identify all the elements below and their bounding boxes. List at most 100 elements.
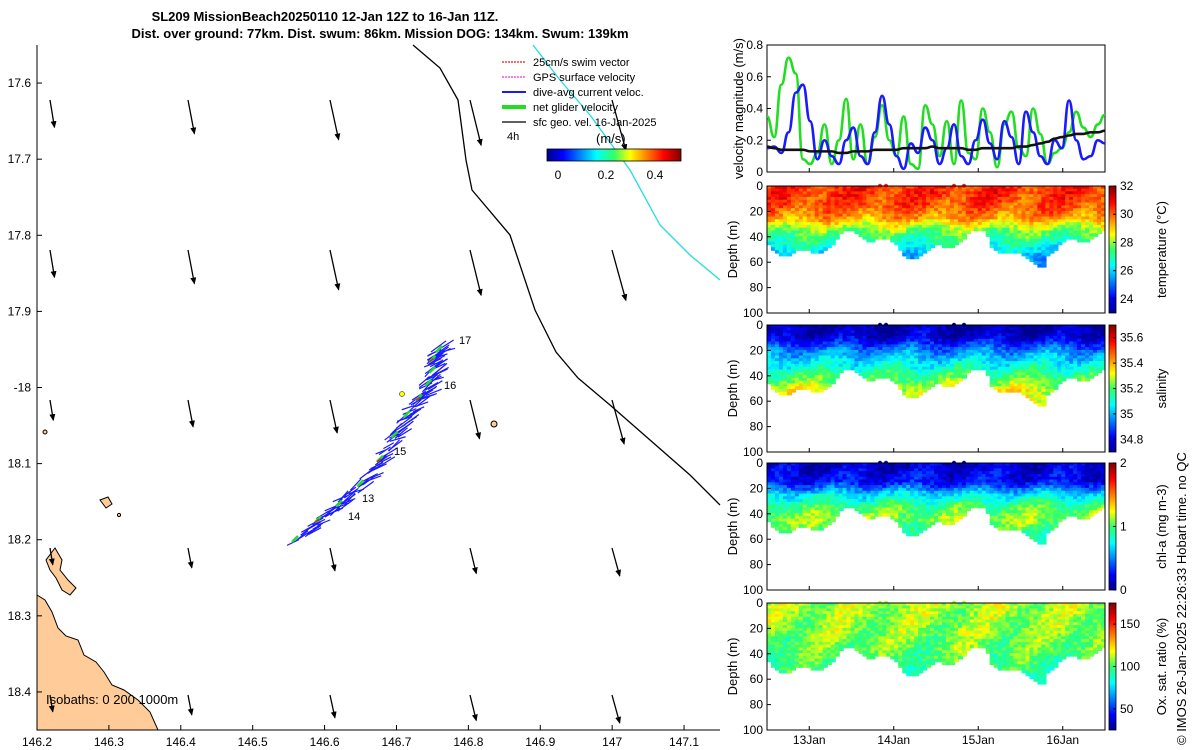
section-cell bbox=[1041, 261, 1047, 265]
section-cell bbox=[906, 532, 912, 537]
section-cell bbox=[1021, 335, 1027, 340]
section-cell bbox=[934, 222, 940, 226]
section-cell bbox=[826, 236, 832, 240]
section-cell bbox=[902, 344, 908, 348]
section-cell bbox=[1001, 338, 1007, 343]
section-cell bbox=[782, 250, 789, 254]
section-cell bbox=[778, 510, 785, 514]
section-cell bbox=[1073, 222, 1079, 226]
section-cell bbox=[894, 372, 900, 376]
section-cell bbox=[774, 224, 781, 229]
section-cell bbox=[902, 473, 908, 478]
section-cell bbox=[786, 468, 793, 472]
section-cell bbox=[878, 479, 884, 484]
section-cell bbox=[985, 344, 991, 348]
section-cell bbox=[854, 476, 860, 481]
section-cell bbox=[993, 196, 999, 201]
section-cell bbox=[977, 199, 983, 204]
section-cell bbox=[1093, 227, 1099, 232]
section-cell bbox=[782, 327, 789, 332]
section-cell bbox=[786, 238, 793, 243]
section-cell bbox=[826, 476, 832, 481]
section-cell bbox=[1021, 250, 1027, 254]
section-cell bbox=[926, 238, 932, 243]
section-cell bbox=[1009, 222, 1015, 226]
section-cell bbox=[949, 205, 956, 209]
section-cell bbox=[870, 499, 876, 503]
section-cell bbox=[918, 471, 924, 475]
section-cell bbox=[1081, 205, 1087, 209]
section-cell bbox=[898, 361, 904, 365]
section-cell bbox=[914, 507, 920, 512]
section-cell bbox=[798, 352, 804, 357]
section-cell bbox=[1077, 196, 1083, 201]
section-cell bbox=[894, 191, 900, 195]
section-cell bbox=[818, 250, 824, 254]
section-cell bbox=[1073, 227, 1079, 232]
section-cell bbox=[774, 219, 781, 223]
section-cell bbox=[945, 241, 952, 246]
section-cell bbox=[806, 216, 812, 221]
section-cell bbox=[941, 199, 948, 204]
section-cell bbox=[941, 196, 948, 201]
section-cell bbox=[786, 521, 793, 526]
section-cell bbox=[806, 479, 812, 484]
section-cell bbox=[770, 479, 777, 484]
section-cell bbox=[894, 213, 900, 218]
section-cell bbox=[830, 501, 836, 506]
section-cell bbox=[862, 363, 868, 368]
section-cell bbox=[1021, 358, 1027, 362]
section-cell bbox=[1085, 222, 1091, 226]
section-cell bbox=[910, 391, 916, 396]
section-cell bbox=[957, 236, 964, 240]
section-cell bbox=[926, 499, 932, 503]
section-cell bbox=[810, 513, 816, 517]
section-cell bbox=[802, 482, 808, 486]
section-cell bbox=[969, 349, 975, 354]
section-cell bbox=[838, 191, 844, 195]
section-cell bbox=[802, 191, 808, 195]
section-cell bbox=[1009, 361, 1015, 365]
section-cell bbox=[1041, 330, 1047, 334]
section-cell bbox=[1025, 194, 1031, 198]
section-cell bbox=[830, 463, 836, 467]
section-cell bbox=[1041, 264, 1047, 268]
section-cell bbox=[1009, 213, 1015, 218]
section-cell bbox=[1049, 247, 1055, 251]
section-cell bbox=[870, 219, 876, 223]
section-cell bbox=[862, 358, 868, 362]
section-cell bbox=[782, 194, 789, 198]
depth-tick-label: 40 bbox=[750, 230, 764, 244]
section-cell bbox=[985, 188, 991, 193]
section-cell bbox=[802, 224, 808, 229]
section-cell bbox=[1053, 199, 1059, 204]
section-cell bbox=[926, 210, 932, 215]
section-cell bbox=[822, 518, 828, 523]
section-cell bbox=[1021, 366, 1027, 371]
section-cell bbox=[1053, 386, 1059, 390]
section-cell bbox=[790, 389, 797, 393]
section-cell bbox=[767, 216, 773, 221]
section-cell bbox=[1049, 338, 1055, 343]
section-cell bbox=[786, 330, 793, 334]
section-cell bbox=[778, 490, 785, 495]
section-cell bbox=[914, 363, 920, 368]
section-cell bbox=[767, 510, 773, 514]
section-cell bbox=[810, 465, 816, 470]
section-cell bbox=[806, 244, 812, 249]
section-cell bbox=[898, 369, 904, 374]
section-cell bbox=[898, 377, 904, 382]
section-cell bbox=[937, 236, 944, 240]
section-cell bbox=[814, 199, 820, 204]
section-cell bbox=[1057, 194, 1063, 198]
section-cell bbox=[814, 241, 820, 246]
section-cell bbox=[774, 527, 781, 531]
section-cell bbox=[870, 188, 876, 193]
section-cell bbox=[993, 208, 999, 212]
section-cell bbox=[1041, 377, 1047, 382]
section-cell bbox=[1081, 333, 1087, 337]
section-cell bbox=[858, 344, 864, 348]
section-cell bbox=[846, 361, 852, 365]
section-cell bbox=[1065, 186, 1071, 190]
section-cell bbox=[866, 499, 872, 503]
